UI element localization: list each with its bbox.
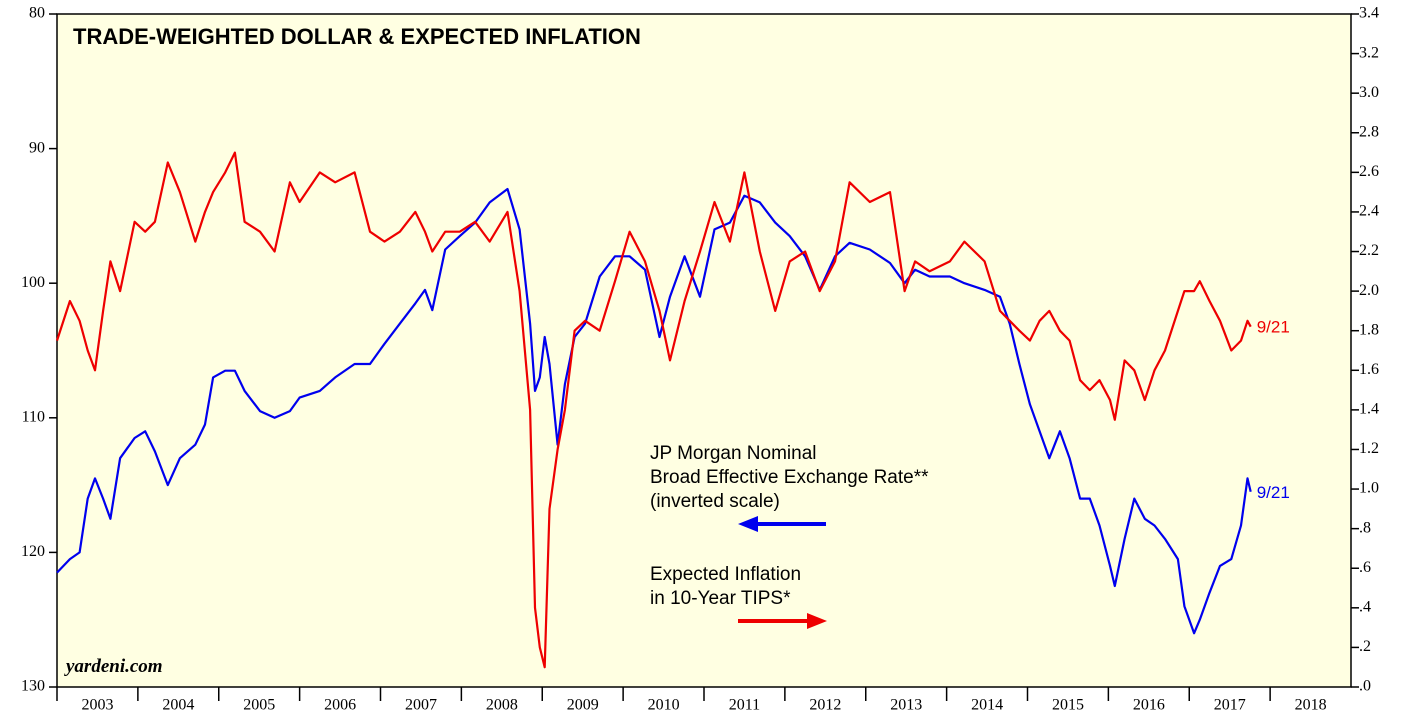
x-tick-label: 2005: [243, 697, 275, 714]
x-tick-label: 2008: [486, 697, 518, 714]
y-tick-label: 110: [22, 408, 45, 425]
line-series: [55, 151, 1252, 669]
y2-tick-label: 1.0: [1359, 480, 1379, 497]
y2-tick-label: .6: [1359, 559, 1371, 576]
y2-tick-label: .2: [1359, 638, 1371, 655]
y-tick-label: 120: [21, 543, 45, 560]
end-label: 9/21: [1257, 483, 1290, 502]
end-label: 9/21: [1257, 318, 1290, 337]
chart-title: TRADE-WEIGHTED DOLLAR & EXPECTED INFLATI…: [73, 24, 641, 49]
y2-tick-label: 1.4: [1359, 401, 1379, 418]
x-tick-label: 2010: [648, 697, 680, 714]
y2-tick-label: .8: [1359, 519, 1371, 536]
y2-tick-label: 2.4: [1359, 203, 1379, 220]
y2-tick-label: 2.6: [1359, 163, 1379, 180]
x-tick-label: 2003: [81, 697, 113, 714]
watermark: yardeni.com: [64, 656, 163, 677]
annotation: in 10-Year TIPS*: [650, 588, 791, 609]
y2-tick-label: 1.6: [1359, 361, 1379, 378]
x-tick-label: 2006: [324, 697, 356, 714]
line-series: [56, 187, 1252, 635]
x-tick-label: 2007: [405, 697, 437, 714]
y2-tick-label: 1.2: [1359, 440, 1379, 457]
annotation: Expected Inflation: [650, 564, 801, 585]
y-tick-label: 130: [21, 678, 45, 695]
annotation: (inverted scale): [650, 491, 780, 512]
plot-area: [56, 13, 1352, 688]
x-tick-label: 2009: [567, 697, 599, 714]
x-tick-label: 2011: [729, 697, 760, 714]
annotation: JP Morgan Nominal: [650, 443, 817, 464]
y2-tick-label: 3.4: [1359, 5, 1379, 22]
y2-tick-label: 3.2: [1359, 44, 1379, 61]
x-tick-label: 2013: [890, 697, 922, 714]
x-tick-label: 2014: [971, 697, 1003, 714]
x-tick-label: 2018: [1295, 697, 1327, 714]
blue-arrow: [738, 516, 826, 532]
x-tick-label: 2016: [1133, 697, 1165, 714]
y2-tick-label: 2.0: [1359, 282, 1379, 299]
x-tick-label: 2012: [809, 697, 841, 714]
x-tick-label: 2017: [1214, 697, 1246, 714]
y-tick-label: 80: [29, 5, 45, 22]
red-arrow: [738, 613, 827, 629]
annotation: Broad Effective Exchange Rate**: [650, 467, 929, 488]
y-tick-label: 100: [21, 274, 45, 291]
x-tick-label: 2015: [1052, 697, 1084, 714]
x-tick-label: 2004: [162, 697, 194, 714]
y2-tick-label: 2.8: [1359, 123, 1379, 140]
y2-tick-label: .4: [1359, 598, 1371, 615]
y2-tick-label: .0: [1359, 678, 1371, 695]
y2-tick-label: 3.0: [1359, 84, 1379, 101]
y2-tick-label: 2.2: [1359, 242, 1379, 259]
y-tick-label: 90: [29, 139, 45, 156]
y2-tick-label: 1.8: [1359, 321, 1379, 338]
